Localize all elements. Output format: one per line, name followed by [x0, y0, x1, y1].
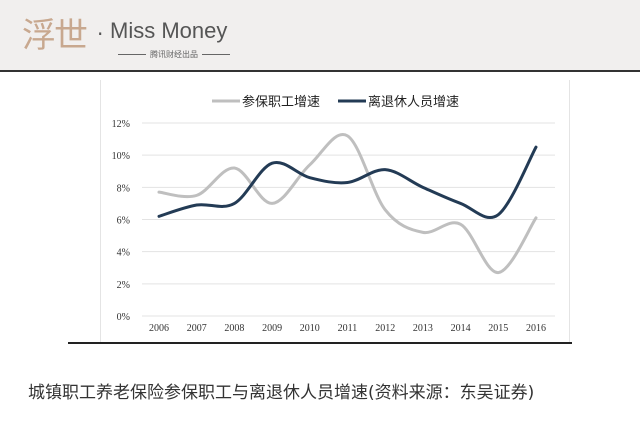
- series-line-0: [157, 133, 538, 275]
- y-tick-label: 10%: [112, 151, 130, 162]
- y-tick-label: 4%: [117, 248, 130, 259]
- x-tick-label: 2008: [224, 323, 244, 334]
- x-tick-label: 2011: [338, 323, 358, 334]
- series-line-1: [157, 145, 538, 220]
- chart-card: [100, 80, 570, 342]
- caption: 城镇职工养老保险参保职工与离退休人员增速(资料来源：东吴证券): [28, 383, 535, 403]
- x-tick-label: 2012: [375, 323, 395, 334]
- logo-en: Miss Money: [110, 18, 228, 43]
- header: 浮世 · Miss Money 腾讯财经出品: [0, 0, 640, 72]
- y-tick-label: 2%: [117, 280, 130, 291]
- x-tick-label: 2009: [262, 323, 282, 334]
- x-tick-label: 2007: [187, 323, 207, 334]
- y-tick-label: 8%: [117, 183, 130, 194]
- legend-label-0: 参保职工增速: [242, 94, 320, 110]
- legend-label-1: 离退休人员增速: [368, 94, 459, 110]
- x-tick-label: 2013: [413, 323, 433, 334]
- y-tick-label: 0%: [117, 312, 130, 323]
- x-tick-label: 2016: [526, 323, 546, 334]
- x-tick-label: 2010: [300, 323, 320, 334]
- y-tick-label: 6%: [117, 216, 130, 227]
- logo-sub: 腾讯财经出品: [114, 49, 234, 60]
- y-tick-label: 12%: [112, 119, 130, 130]
- divider: [68, 342, 572, 344]
- logo-cn: 浮世: [22, 16, 88, 56]
- x-tick-label: 2006: [149, 323, 169, 334]
- logo-dot: ·: [97, 22, 104, 46]
- x-tick-label: 2014: [451, 323, 471, 334]
- x-tick-label: 2015: [488, 323, 508, 334]
